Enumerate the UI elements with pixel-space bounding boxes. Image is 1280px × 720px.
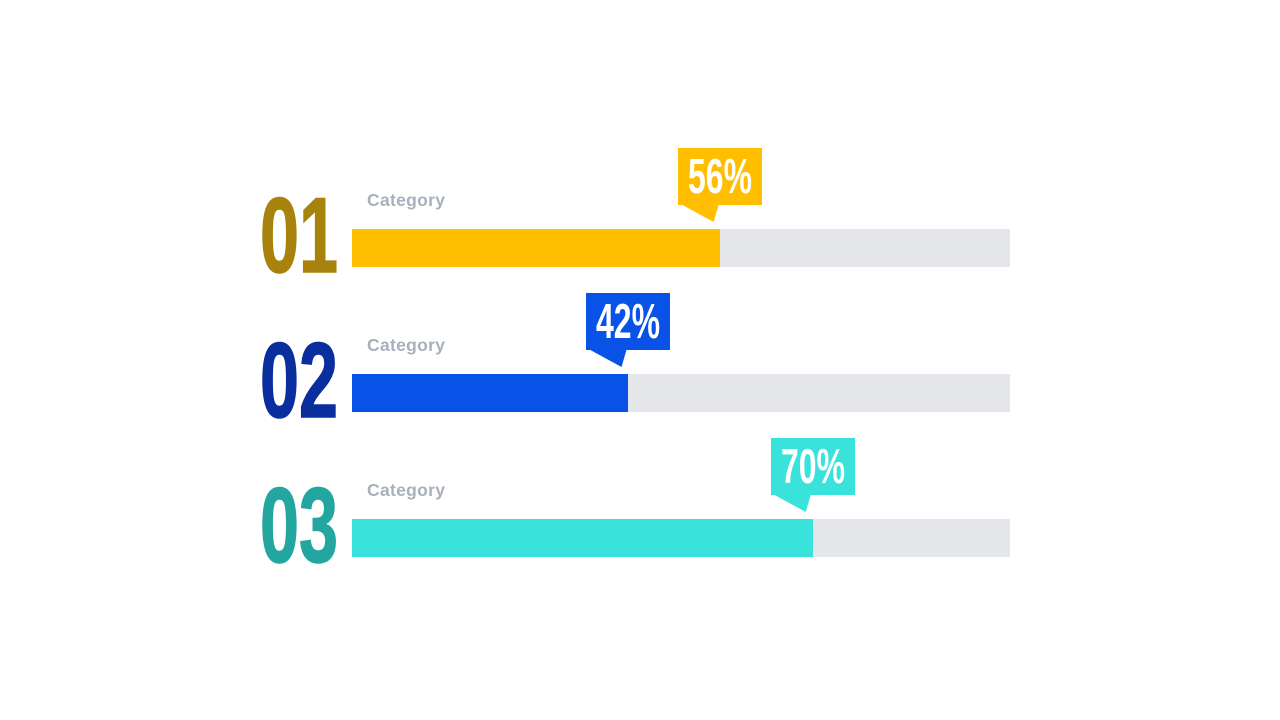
bar-fill	[352, 374, 629, 412]
row-number-text: 03	[260, 465, 338, 585]
bar-row-1: 01 Category 56%	[259, 148, 1020, 296]
row-number: 03	[259, 464, 339, 586]
callout-tail	[590, 350, 627, 367]
callout-tail	[774, 495, 811, 512]
value-callout-text-svg: 42%	[596, 295, 660, 349]
bar-fill	[352, 519, 813, 557]
value-callout: 70%	[770, 438, 855, 512]
category-label: Category	[367, 480, 446, 500]
bar-track	[352, 229, 1010, 267]
bar-row-2: 02 Category 42%	[259, 293, 1020, 441]
category-label: Category	[367, 190, 446, 210]
row-number-text: 01	[260, 175, 338, 295]
callout-tail	[682, 205, 719, 222]
value-callout-text-svg: 70%	[781, 440, 845, 494]
category-label: Category	[367, 335, 446, 355]
progress-bars-chart: 01 Category 56% 02 Category	[259, 148, 1020, 586]
bar-track	[352, 374, 1010, 412]
row-number: 01	[259, 174, 339, 296]
value-label: 70%	[781, 440, 845, 494]
row-number: 02	[259, 319, 339, 441]
value-callout: 42%	[586, 293, 671, 367]
bar-fill	[352, 229, 721, 267]
bar-row-3: 03 Category 70%	[259, 438, 1020, 586]
value-label: 42%	[596, 295, 660, 349]
row-number-text: 02	[260, 320, 338, 440]
value-label: 56%	[688, 150, 752, 204]
value-callout: 56%	[678, 148, 763, 222]
bar-track	[352, 519, 1010, 557]
value-callout-text-svg: 56%	[688, 150, 752, 204]
